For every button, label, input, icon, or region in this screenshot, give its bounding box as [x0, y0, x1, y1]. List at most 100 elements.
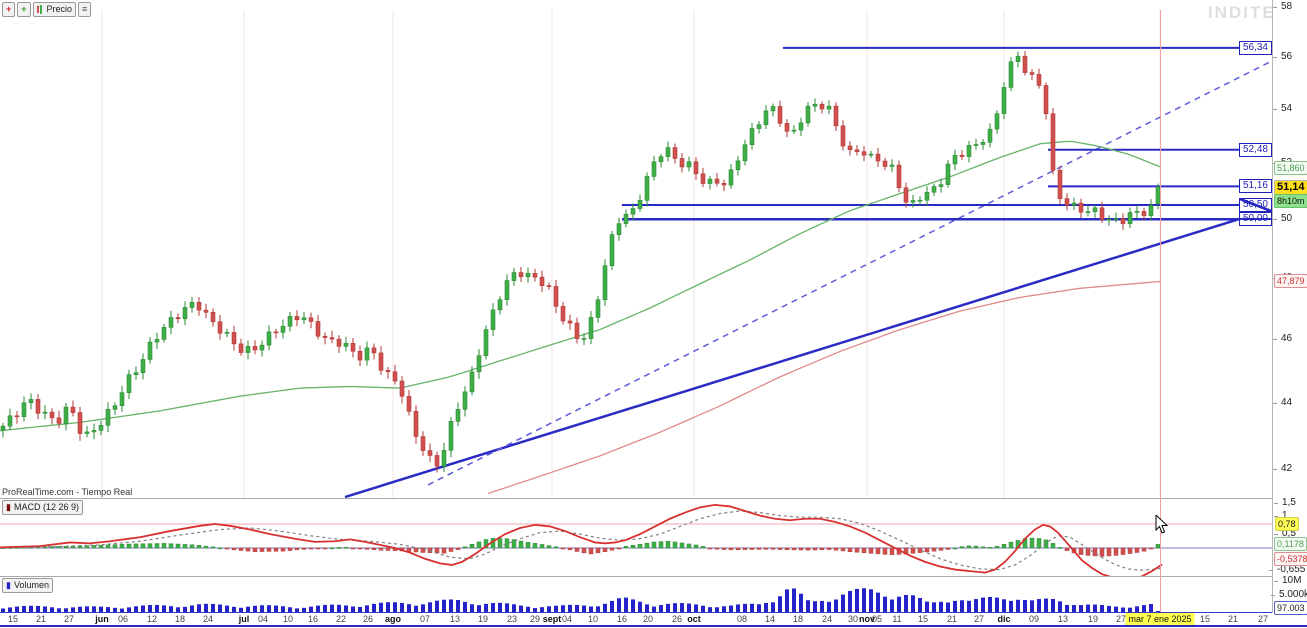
date-label: 24	[202, 614, 214, 624]
instrument-watermark: INDITEX	[1207, 3, 1289, 22]
date-label: 12	[146, 614, 158, 624]
date-label: 26	[362, 614, 374, 624]
date-label: 08	[736, 614, 748, 624]
price-level-label[interactable]: 50,50	[1238, 197, 1272, 212]
session-countdown-badge: 8h10m	[1274, 194, 1307, 208]
cursor-date-badge: mar 7 ene 2025	[1125, 613, 1195, 625]
price-level-label[interactable]: 50,00	[1238, 212, 1272, 227]
date-label: 14	[764, 614, 776, 624]
price-chart-canvas[interactable]	[0, 0, 1272, 498]
macd-tick: 1,5	[1274, 497, 1296, 508]
month-label: jul	[238, 614, 250, 624]
date-label: 07	[419, 614, 431, 624]
macd-signal-value: -0,6557	[1269, 564, 1307, 575]
macd-indicator-button[interactable]: ▮ MACD (12 26 9)	[2, 500, 83, 515]
date-label: 05	[871, 614, 883, 624]
mouse-cursor	[1155, 515, 1169, 534]
volume-label: Volumen	[13, 580, 49, 590]
date-label: 19	[1087, 614, 1099, 624]
date-label: 15	[1199, 614, 1211, 624]
date-label: 29	[529, 614, 541, 624]
macd-tick: 0,5	[1274, 528, 1296, 539]
price-series-button[interactable]: Precio	[32, 2, 77, 17]
window-bottom-border	[0, 625, 1307, 627]
price-tick: 44	[1272, 396, 1293, 408]
price-level-label[interactable]: 56,34	[1238, 40, 1272, 55]
date-label: 22	[335, 614, 347, 624]
month-label: sept	[542, 614, 562, 624]
date-label: 27	[1115, 614, 1127, 624]
price-tick: 56	[1272, 50, 1293, 62]
plus-red-icon: +	[6, 4, 12, 14]
add-buy-button[interactable]: +	[17, 2, 31, 17]
volume-tick: 10M	[1273, 575, 1302, 586]
macd-chart-canvas[interactable]	[0, 498, 1272, 576]
date-label: 30	[847, 614, 859, 624]
crosshair-vertical-line	[1160, 10, 1161, 612]
date-label: 10	[282, 614, 294, 624]
date-label: 06	[117, 614, 129, 624]
date-label: 15	[917, 614, 929, 624]
date-label: 16	[307, 614, 319, 624]
date-label: 19	[477, 614, 489, 624]
date-label: 24	[821, 614, 833, 624]
volume-chart-canvas[interactable]	[0, 576, 1272, 613]
month-label: ago	[384, 614, 402, 624]
month-label: oct	[687, 614, 701, 624]
macd-hist-value-badge: 0,1178	[1274, 537, 1307, 551]
macd-volume-divider[interactable]	[0, 576, 1272, 577]
date-label: 11	[892, 614, 902, 624]
date-label: 27	[973, 614, 985, 624]
date-label: 21	[946, 614, 958, 624]
price-tick: 46	[1272, 332, 1293, 344]
date-label: 21	[35, 614, 47, 624]
series-list-button[interactable]: ≡	[78, 2, 92, 17]
plus-green-icon: +	[21, 4, 27, 14]
price-axis[interactable]: 424446485052545658 51,860 51,14 8h10m 47…	[1269, 0, 1307, 615]
macd-tick: 1	[1274, 510, 1288, 521]
month-label: dic	[997, 614, 1011, 624]
date-label: 04	[257, 614, 269, 624]
macd-hline-value-badge: 0,78	[1275, 517, 1299, 531]
date-label: 04	[561, 614, 573, 624]
date-label: 15	[7, 614, 19, 624]
month-label: jun	[95, 614, 109, 624]
date-label: 27	[63, 614, 75, 624]
price-level-label[interactable]: 52,48	[1238, 142, 1272, 157]
ma-green-value-badge: 51,860	[1274, 161, 1307, 175]
time-axis[interactable]: mar 7 ene 2025 15 21 27 jun 06 12 18 24 jul 04 10 1…	[0, 613, 1307, 625]
price-tick: 42	[1272, 463, 1293, 475]
price-tick: 58	[1272, 1, 1293, 12]
volume-indicator-button[interactable]: ▮ Volumen	[2, 578, 53, 593]
date-label: 23	[506, 614, 518, 624]
add-sell-button[interactable]: +	[2, 2, 16, 17]
chart-toolbar: + + Precio ≡	[2, 2, 92, 17]
price-level-label[interactable]: 51,16	[1238, 179, 1272, 194]
date-label: 13	[449, 614, 461, 624]
macd-label: MACD (12 26 9)	[13, 502, 79, 512]
price-series-label: Precio	[46, 4, 73, 14]
price-macd-divider[interactable]	[0, 498, 1272, 499]
date-label: 21	[1227, 614, 1239, 624]
provider-note: ProRealTime.com - Tiempo Real	[2, 487, 133, 497]
date-label: 10	[587, 614, 599, 624]
date-label: 09	[1028, 614, 1040, 624]
price-tick: 54	[1272, 102, 1293, 114]
volume-baseline	[0, 612, 1272, 613]
ma-red-value-badge: 47,879	[1274, 274, 1307, 288]
last-price-badge: 51,14	[1274, 180, 1307, 195]
price-tick: 50	[1272, 213, 1293, 225]
date-label: 26	[671, 614, 683, 624]
month-label: nov	[858, 614, 876, 624]
date-label: 27	[1257, 614, 1269, 624]
volume-icon: ▮	[6, 580, 11, 590]
macd-icon: ▮	[6, 502, 11, 512]
current-volume-badge: 97.003	[1274, 601, 1307, 615]
list-icon: ≡	[82, 4, 88, 14]
macd-line-value-badge: -0,5378	[1274, 552, 1307, 566]
volume-tick: 5.000k	[1270, 589, 1307, 600]
date-label: 18	[792, 614, 804, 624]
date-label: 18	[174, 614, 186, 624]
date-label: 13	[1057, 614, 1069, 624]
